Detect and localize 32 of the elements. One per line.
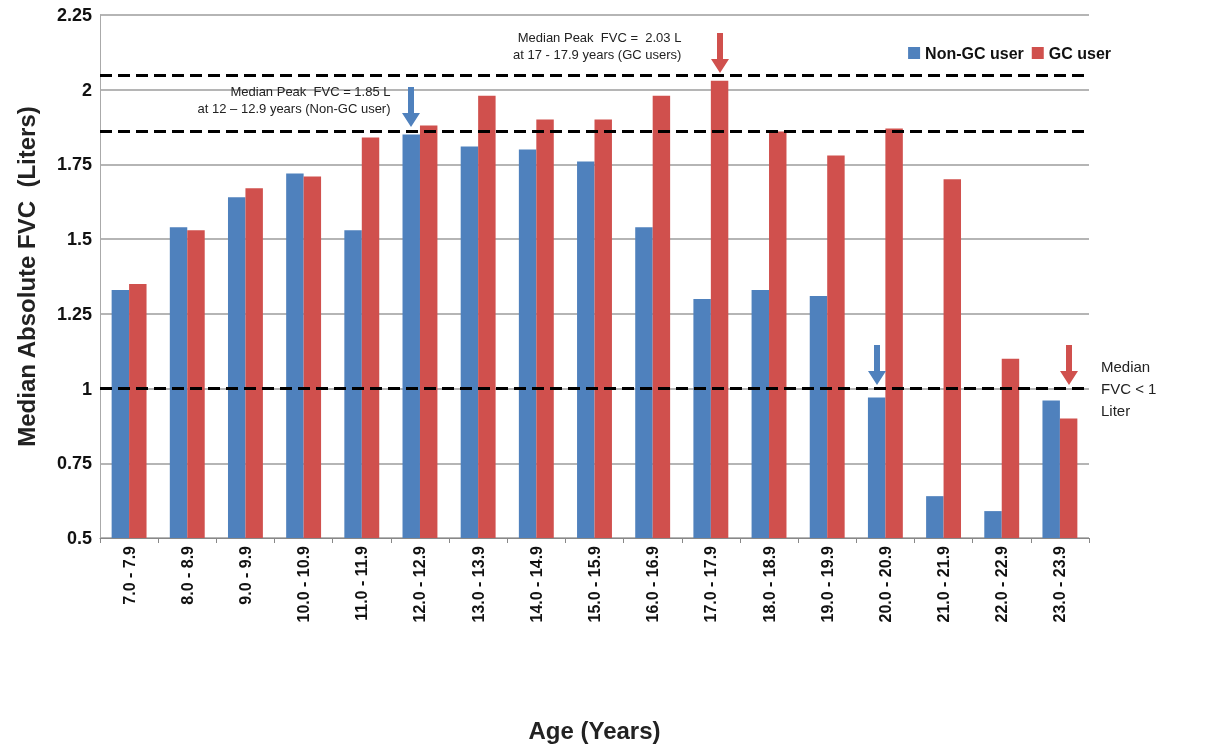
y-tick-label: 0.75 (56, 453, 92, 474)
x-tick-label: 7.0 - 7.9 (120, 545, 138, 605)
y-tick-label: 2.25 (56, 5, 92, 25)
annotation: Median Peak FVC = 2.03 L at 17 - 17.9 years (GC users) (513, 29, 682, 62)
x-tick-label: 21.0 - 21.9 (935, 545, 953, 623)
x-tick-label: 9.0 - 9.9 (236, 545, 254, 605)
y-axis-title: Median Absolute FVC (Liters) (12, 106, 40, 447)
y-tick-label: 1.5 (66, 229, 92, 250)
x-tick-label: 16.0 - 16.9 (644, 545, 662, 623)
x-tick-label: 17.0 - 17.9 (702, 545, 720, 623)
y-tick-label: 1.75 (56, 154, 92, 175)
legend-label: Non-GC user (925, 44, 1024, 62)
annotation: Median Peak FVC = 1.85 L at 12 – 12.9 years (Non-GC user) (197, 83, 391, 116)
x-tick-label: 8.0 - 8.9 (178, 545, 196, 605)
y-tick-label: 2 (81, 79, 92, 100)
y-tick-label: 1.25 (56, 303, 92, 324)
x-axis-title: Age (Years) (528, 716, 661, 744)
x-tick-label: 11.0 - 11.9 (353, 545, 371, 621)
x-tick-label: 23.0 - 23.9 (1051, 545, 1069, 623)
x-tick-label: 15.0 - 15.9 (586, 545, 603, 623)
x-tick-label: 22.0 - 22.9 (993, 545, 1011, 623)
x-tick-label: 20.0 - 20.9 (876, 545, 894, 623)
legend-label: GC user (1048, 44, 1112, 62)
y-tick-label: 1 (81, 378, 92, 399)
x-tick-label: 14.0 - 14.9 (527, 545, 545, 623)
y-tick-label: 0.5 (66, 528, 92, 548)
x-tick-label: 19.0 - 19.9 (818, 545, 836, 623)
x-tick-label: 12.0 - 12.9 (411, 545, 429, 623)
x-tick-label: 10.0 - 10.9 (295, 545, 313, 623)
x-tick-label: 18.0 - 18.9 (760, 545, 778, 623)
ref-line-label: Median FVC < 1 Liter (1101, 358, 1157, 420)
x-tick-label: 13.0 - 13.9 (469, 545, 487, 623)
